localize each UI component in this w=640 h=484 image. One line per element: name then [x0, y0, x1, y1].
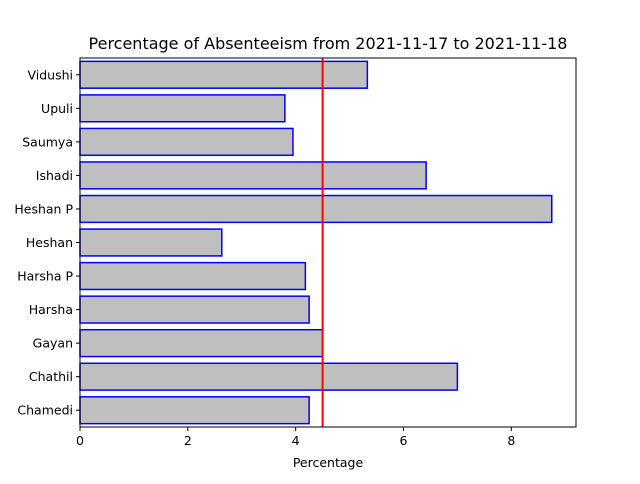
bars-layer [79, 60, 553, 425]
y-tick-label-chathil: Chathil [29, 369, 73, 384]
x-tick-label-0: 0 [76, 433, 84, 448]
bar-harsha [79, 295, 310, 324]
y-tick-label-vidushi: Vidushi [27, 67, 73, 82]
y-tick-label-chamedi: Chamedi [17, 403, 73, 418]
bar-gayan [79, 328, 324, 358]
x-tick-label-6: 6 [400, 433, 408, 448]
bar-ishadi [79, 161, 427, 190]
y-tick-label-gayan: Gayan [33, 336, 73, 351]
y-tick-label-upuli: Upuli [41, 101, 73, 116]
chart-title: Percentage of Absenteeism from 2021-11-1… [89, 34, 568, 53]
x-axis-label: Percentage [293, 455, 364, 470]
y-tick-label-heshan-p: Heshan P [14, 201, 73, 216]
bar-vidushi [79, 60, 369, 89]
bar-upuli [79, 94, 286, 123]
y-tick-label-heshan: Heshan [26, 235, 73, 250]
x-tick-label-4: 4 [292, 433, 300, 448]
bar-chamedi [79, 396, 310, 425]
x-tick-label-8: 8 [507, 433, 515, 448]
x-axis-ticks: 0 2 4 6 8 [76, 427, 515, 448]
bar-saumya [79, 127, 294, 157]
y-tick-label-harsha-p: Harsha P [17, 269, 73, 284]
y-axis-ticks: Chamedi Chathil Gayan Harsha Harsha P Heshan H… [14, 67, 80, 418]
y-tick-label-saumya: Saumya [22, 134, 73, 149]
y-tick-label-ishadi: Ishadi [36, 168, 73, 183]
bar-harsha-p [79, 261, 307, 291]
bar-heshan [79, 228, 223, 257]
y-tick-label-harsha: Harsha [29, 302, 73, 317]
bar-chathil [79, 362, 459, 391]
x-tick-label-2: 2 [184, 433, 192, 448]
bar-heshan-p [79, 194, 553, 224]
